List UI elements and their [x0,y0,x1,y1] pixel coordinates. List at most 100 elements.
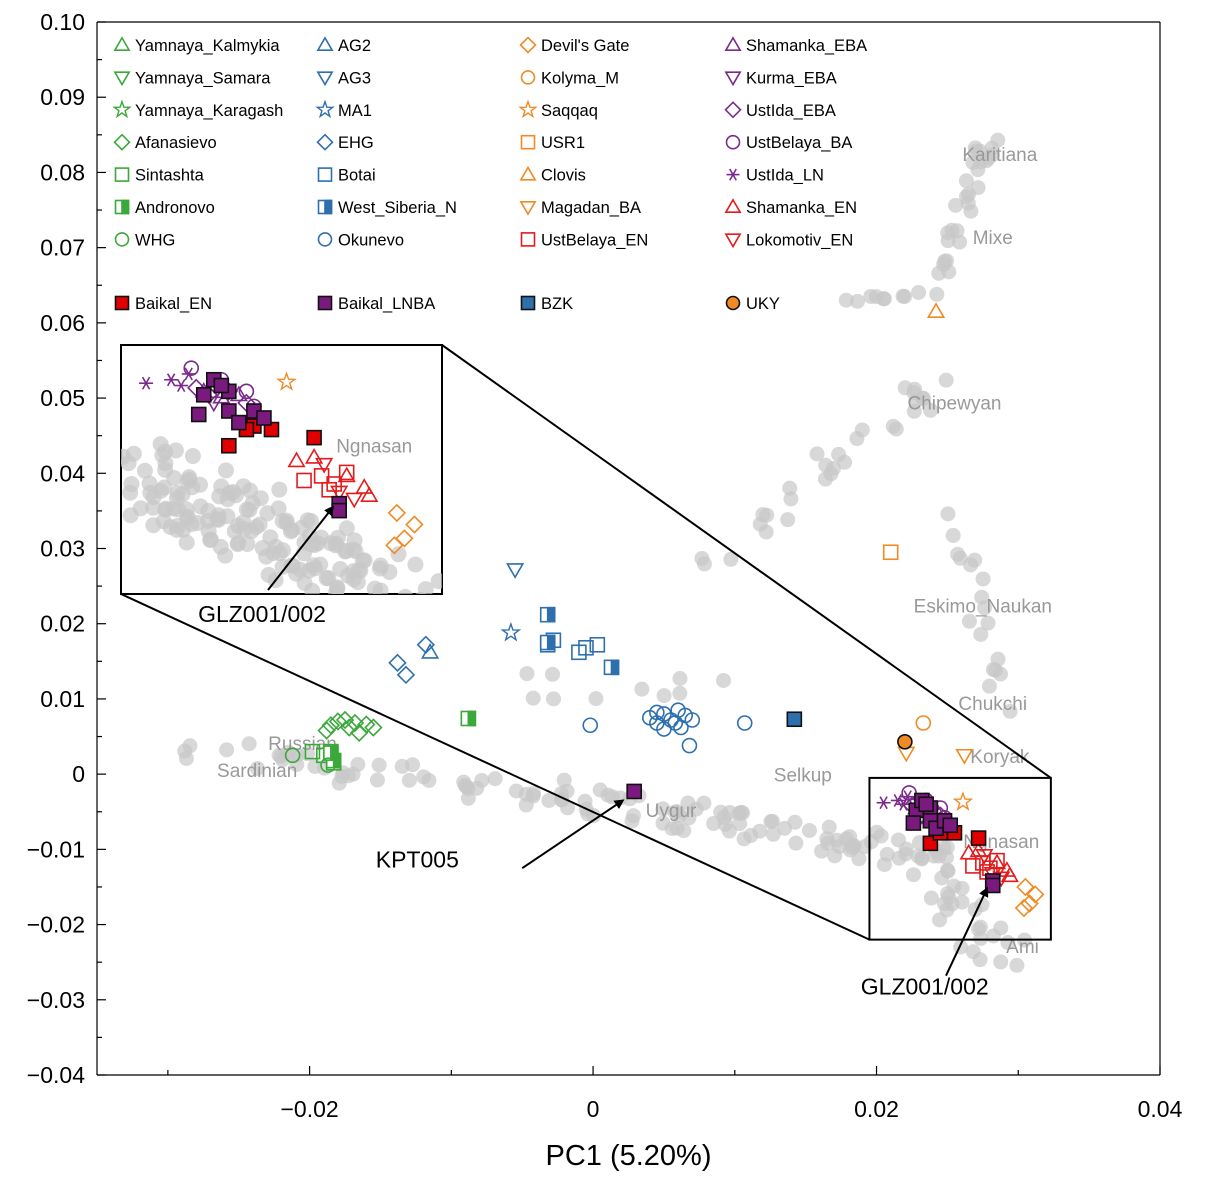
background-point [371,757,387,773]
inset-data-point-stroke [184,367,193,381]
data-point-fill [610,659,620,676]
background-point [369,604,385,620]
background-point [945,527,961,543]
background-point [694,550,710,566]
inset-data-point [345,492,364,509]
series-bzk [786,711,803,728]
background-point [944,222,960,238]
inset-data-point-stroke [141,376,151,390]
legend-item: West_Siberia_N [317,199,457,217]
background-point [320,570,337,587]
series-baikal-lnba [626,783,1001,894]
legend-label: UstBelaya_BA [746,134,852,152]
data-point [918,796,934,813]
legend-item: Shamanka_EBA [724,36,867,55]
legend-item: Yamnaya_Karagash [112,99,283,120]
legend-marker [315,99,335,119]
inset-data-point-stroke [166,373,176,387]
series-afanasievo [317,710,383,742]
legend-marker [113,71,131,87]
data-point [984,877,1001,894]
legend-item: WHG [114,231,175,249]
background-point [104,436,120,452]
legend-label: AG2 [338,37,371,55]
background-point [696,795,712,811]
background-point [347,543,364,560]
background-point [973,930,989,946]
data-point [460,710,477,727]
legend-item: BZK [520,295,573,313]
background-point [849,293,865,309]
legend-item: Yamnaya_Kalmykia [113,36,280,55]
background-point [307,560,324,577]
background-point [339,567,356,584]
legend-item: Yamnaya_Samara [113,69,271,87]
y-tick-label: 0.01 [40,686,85,712]
series-usr1 [882,544,899,561]
legend-item: Sintashta [114,167,205,185]
series-magadan-ba [897,746,974,765]
population-label: Mixe [973,228,1013,249]
inset-data-point [139,376,154,390]
background-point [370,598,386,614]
background-point [938,372,954,388]
zoom-source-box [868,776,1052,941]
inset-data-point [221,403,237,419]
background-point [390,546,407,563]
background-point [897,380,913,396]
legend-label: Devil's Gate [541,37,629,55]
legend-label: West_Siberia_N [338,199,457,217]
background-point [560,800,576,816]
legend-label: AG3 [338,69,371,87]
background-point [1009,957,1025,973]
background-point [155,513,172,530]
series-ustida-ln [876,790,915,811]
data-point [649,704,665,721]
data-point [304,743,321,760]
background-point [873,828,889,844]
legend-label: UstIda_EBA [746,102,836,120]
background-point [723,551,739,567]
legend-item: Andronovo [114,199,215,217]
background-point [167,442,184,459]
background-point [142,484,159,501]
data-point-stroke [879,796,888,810]
legend-item: UstIda_EBA [724,101,836,120]
background-point [931,848,947,864]
background-point [672,685,688,701]
background-populations: Karitiana Mixe Chipewyan Eskimo_Naukan Chukc… [177,132,1052,973]
background-point [736,831,752,847]
data-point [284,747,301,764]
legend-marker [725,134,741,150]
background-point [270,500,287,517]
y-tick-label: 0.10 [40,9,85,35]
background-point [400,619,416,635]
population-label: Chukchi [958,694,1027,715]
legend-item: Shamanka_EN [724,198,857,217]
inset-data-point [287,451,306,468]
series-ehg [388,635,436,685]
inset-data-point [330,485,349,502]
data-point [915,715,932,731]
background-point [952,234,968,250]
data-point [1020,894,1039,913]
background-point [656,688,672,704]
population-label: Ami [1006,937,1039,958]
legend-item: Okunevo [317,231,404,249]
background-point [132,500,149,517]
legend-marker [520,295,536,311]
background-point [369,772,385,788]
data-point [335,710,355,730]
data-point [897,734,913,750]
data-point [340,718,359,737]
background-point [818,457,834,473]
legend-label: Saqqaq [541,102,598,120]
data-point [350,723,369,742]
background-point [934,870,950,886]
legend-marker [724,198,742,213]
legend-marker [317,232,333,247]
background-point [518,786,534,802]
background-point [941,264,957,280]
background-point [981,678,997,694]
